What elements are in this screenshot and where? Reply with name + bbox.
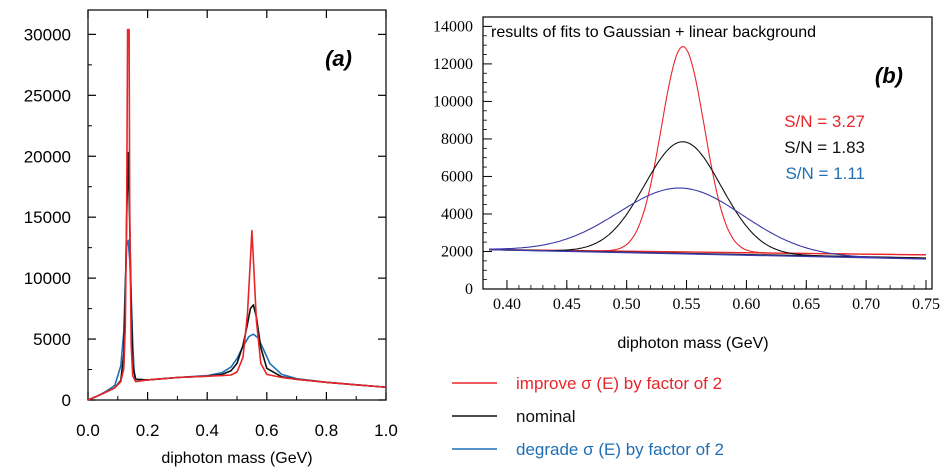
panel-a-ytick-label: 25000	[24, 86, 71, 105]
panel-a-xtick-label: 0.6	[255, 421, 279, 440]
panel-b-xtick-label: 0.40	[493, 296, 521, 313]
sn-annotation-improve: S/N = 3.27	[784, 112, 865, 131]
panel-a-series	[87, 28, 387, 401]
legend-label-improve: improve σ (E) by factor of 2	[516, 374, 722, 393]
panel-b-ytick-label: 8000	[441, 131, 473, 148]
panel-b-fit-degrade-background	[488, 248, 927, 260]
legend: improve σ (E) by factor of 2 nominal deg…	[452, 374, 724, 459]
panel-b-xtick-label: 0.70	[852, 296, 880, 313]
panel-b-ytick-label: 2000	[441, 243, 473, 260]
panel-a-xtick-label: 0.4	[195, 421, 219, 440]
panel-b-xtick-label: 0.55	[673, 296, 701, 313]
panel-a-ytick-label: 20000	[24, 147, 71, 166]
panel-a-xtick-label: 0.0	[76, 421, 100, 440]
legend-label-nominal: nominal	[516, 407, 576, 426]
panel-b-xlabel: diphoton mass (GeV)	[617, 335, 768, 352]
panel-a-tick-labels: 0.0 0.2 0.4 0.6 0.8 1.0 0 5000 10000 15000 20000 25…	[24, 25, 398, 440]
panel-a-xlabel: diphoton mass (GeV)	[161, 450, 312, 467]
panel-b-xtick-label: 0.50	[613, 296, 641, 313]
panel-b-ytick-label: 0	[465, 281, 473, 298]
legend-label-degrade: degrade σ (E) by factor of 2	[516, 440, 724, 459]
panel-b-fit-nominal	[489, 141, 926, 259]
panel-b-ytick-label: 4000	[441, 206, 473, 223]
panel-b-tick-labels: 0.40 0.45 0.50 0.55 0.60 0.65 0.70 0.75 0 2000 400…	[433, 18, 940, 313]
panel-b-xtick-label: 0.60	[732, 296, 760, 313]
panel-a-ytick-label: 5000	[33, 330, 71, 349]
panel-a-ytick-label: 30000	[24, 25, 71, 44]
panel-b-title: results of fits to Gaussian + linear bac…	[491, 24, 816, 41]
panel-b-label: (b)	[875, 63, 903, 88]
panel-b-ytick-label: 14000	[433, 18, 473, 35]
panel-a: 0.0 0.2 0.4 0.6 0.8 1.0 0 5000 10000 15000 20000 25…	[24, 9, 398, 467]
panel-b-frame	[482, 16, 933, 290]
panel-b-xtick-label: 0.75	[912, 296, 940, 313]
panel-b-ytick-label: 10000	[433, 93, 473, 110]
panel-b-series	[488, 46, 927, 260]
panel-b-ticks	[483, 25, 927, 290]
panel-a-ytick-label: 0	[62, 391, 71, 410]
panel-b-ytick-label: 6000	[441, 168, 473, 185]
panel-b-xtick-label: 0.45	[553, 296, 581, 313]
panel-a-ytick-label: 15000	[24, 208, 71, 227]
panel-b-fit-degrade	[489, 187, 927, 260]
panel-a-xtick-label: 0.2	[136, 421, 160, 440]
panel-a-ytick-label: 10000	[24, 269, 71, 288]
panel-a-xtick-label: 1.0	[374, 421, 398, 440]
sn-annotation-degrade: S/N = 1.11	[785, 164, 865, 183]
panel-a-ticks	[87, 10, 387, 401]
panel-b-ytick-label: 12000	[433, 56, 473, 73]
panel-a-series-improve	[87, 28, 387, 401]
panel-a-label: (a)	[325, 46, 352, 71]
sn-annotation-nominal: S/N = 1.83	[784, 138, 865, 157]
panel-b: 0.40 0.45 0.50 0.55 0.60 0.65 0.70 0.75 0 2000 400…	[433, 16, 940, 352]
panel-a-xtick-label: 0.8	[315, 421, 339, 440]
panel-b-xtick-label: 0.65	[792, 296, 820, 313]
